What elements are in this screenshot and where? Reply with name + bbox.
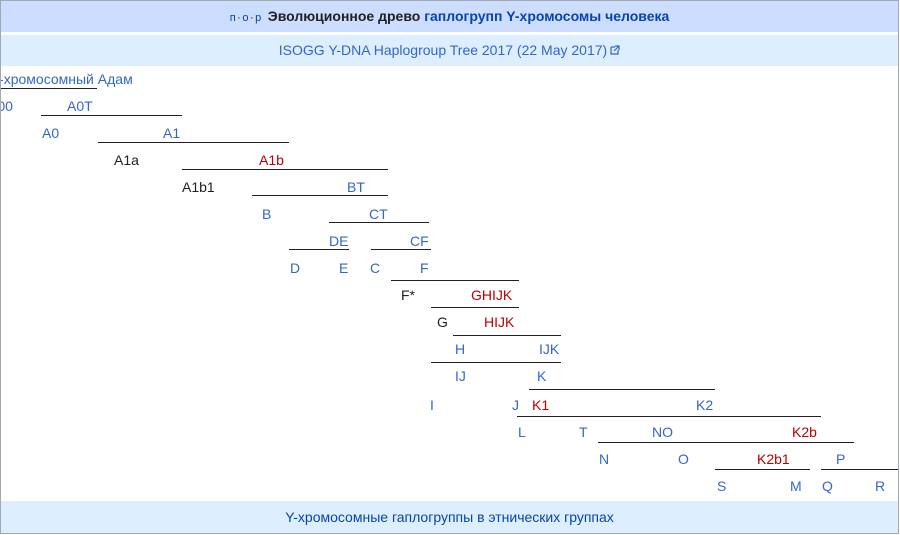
node-K2b[interactable]: K2b (792, 424, 817, 440)
node-T[interactable]: T (579, 424, 588, 440)
node-CF[interactable]: CF (410, 233, 429, 249)
node-L[interactable]: L (518, 424, 526, 440)
branch-line (1, 88, 97, 89)
node-CT[interactable]: CT (369, 206, 388, 222)
node-A00[interactable]: A00 (1, 98, 13, 114)
node-A1b[interactable]: A1b (259, 152, 284, 168)
branch-line (289, 249, 349, 250)
node-A1a: A1a (114, 152, 139, 168)
node-DE[interactable]: DE (329, 233, 349, 249)
branch-line (598, 442, 854, 443)
branch-line (252, 195, 388, 196)
vte-links: п·о·р (229, 12, 262, 24)
node-NO[interactable]: NO (652, 424, 673, 440)
node-H[interactable]: H (455, 341, 466, 357)
haplogroup-tree: Y-хромосомный Адам A00 A0T A0 A1 A1a A1b… (1, 67, 898, 499)
node-IJK[interactable]: IJK (539, 341, 560, 357)
node-F[interactable]: F (420, 260, 429, 276)
branch-line (431, 362, 561, 363)
navbox-title: п·о·р Эволюционное древо гаплогрупп Y-хро… (1, 1, 898, 32)
branch-line (98, 142, 289, 143)
node-HIJK[interactable]: HIJK (484, 314, 515, 330)
footer-row: Y-хромосомные гаплогруппы в этнических г… (1, 501, 898, 533)
node-IJ[interactable]: IJ (455, 368, 466, 384)
isogg-link[interactable]: ISOGG Y-DNA Haplogroup Tree 2017 (22 May… (278, 42, 608, 58)
view-link[interactable]: п (229, 12, 237, 24)
discuss-link[interactable]: о (242, 12, 249, 24)
node-K[interactable]: K (537, 368, 547, 384)
branch-line (529, 389, 715, 390)
node-Q[interactable]: Q (822, 478, 833, 494)
node-y-adam[interactable]: Y-хромосомный Адам (1, 71, 133, 87)
branch-line (431, 307, 519, 308)
ethnic-groups-link[interactable]: Y-хромосомные гаплогруппы в этнических г… (285, 509, 614, 525)
branch-line (371, 249, 431, 250)
node-E[interactable]: E (339, 260, 349, 276)
node-K2[interactable]: K2 (696, 397, 714, 413)
node-S[interactable]: S (717, 478, 727, 494)
node-O[interactable]: O (678, 451, 689, 467)
branch-line (391, 280, 519, 281)
node-BT[interactable]: BT (347, 179, 365, 195)
branch-line (182, 169, 388, 170)
isogg-link-row: ISOGG Y-DNA Haplogroup Tree 2017 (22 May… (1, 35, 898, 66)
branch-line (41, 115, 182, 116)
branch-line (715, 469, 810, 470)
node-A0[interactable]: A0 (42, 125, 60, 141)
node-K1[interactable]: K1 (532, 397, 550, 413)
title-text: Эволюционное древо (267, 8, 425, 24)
title-link[interactable]: гаплогрупп Y-хромосомы человека (424, 8, 670, 24)
node-N[interactable]: N (599, 451, 610, 467)
external-link-icon (610, 45, 620, 55)
node-K2b1[interactable]: K2b1 (757, 451, 790, 467)
node-GHIJK[interactable]: GHIJK (471, 287, 513, 303)
node-Fstar: F* (401, 287, 415, 303)
node-R[interactable]: R (875, 478, 886, 494)
node-I[interactable]: I (430, 397, 434, 413)
node-P[interactable]: P (836, 451, 846, 467)
branch-line (517, 416, 821, 417)
node-B[interactable]: B (262, 206, 272, 222)
node-D[interactable]: D (290, 260, 301, 276)
node-C[interactable]: C (370, 260, 381, 276)
node-G: G (437, 314, 448, 330)
node-J[interactable]: J (512, 397, 519, 413)
branch-line (329, 222, 429, 223)
node-A0T[interactable]: A0T (67, 98, 93, 114)
edit-link[interactable]: р (255, 12, 262, 24)
node-A1b1: A1b1 (182, 179, 215, 195)
node-M[interactable]: M (790, 478, 802, 494)
branch-line (821, 469, 898, 470)
node-A1[interactable]: A1 (163, 125, 181, 141)
branch-line (453, 335, 561, 336)
